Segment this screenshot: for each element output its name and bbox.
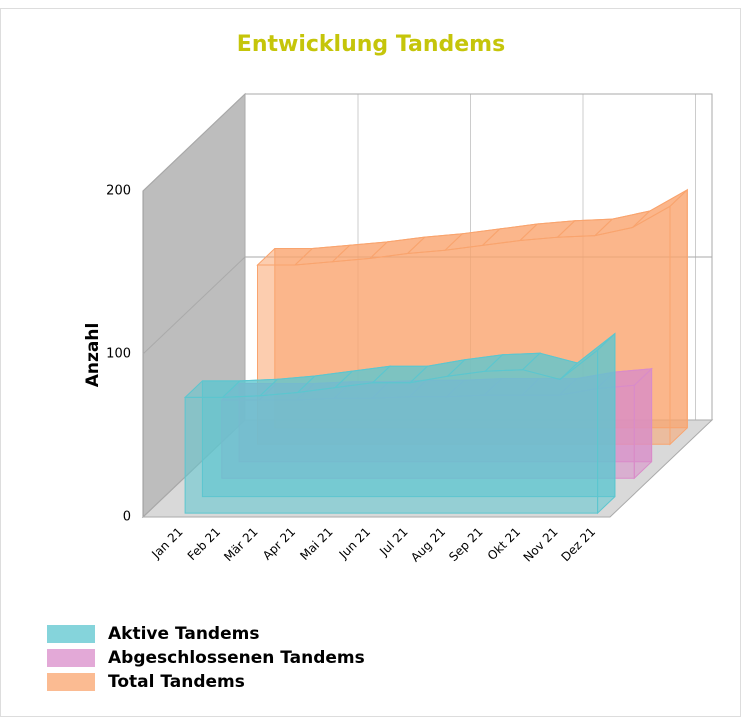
legend-label: Abgeschlossenen Tandems <box>108 648 365 668</box>
legend-label: Total Tandems <box>108 672 245 692</box>
area-end <box>633 367 653 480</box>
legend-swatch <box>47 649 95 667</box>
legend-swatch <box>47 673 95 691</box>
y-axis-label: Anzahl <box>83 323 103 388</box>
legend-swatch <box>47 625 95 643</box>
y-tick-label: 200 <box>106 184 131 199</box>
y-tick-label: 100 <box>106 347 131 362</box>
grid-line <box>142 93 712 192</box>
y-tick-label: 0 <box>123 510 131 525</box>
chart-title: Entwicklung Tandems <box>237 32 505 57</box>
area-end <box>669 188 688 446</box>
legend-label: Aktive Tandems <box>108 624 259 644</box>
area-end <box>597 332 616 515</box>
